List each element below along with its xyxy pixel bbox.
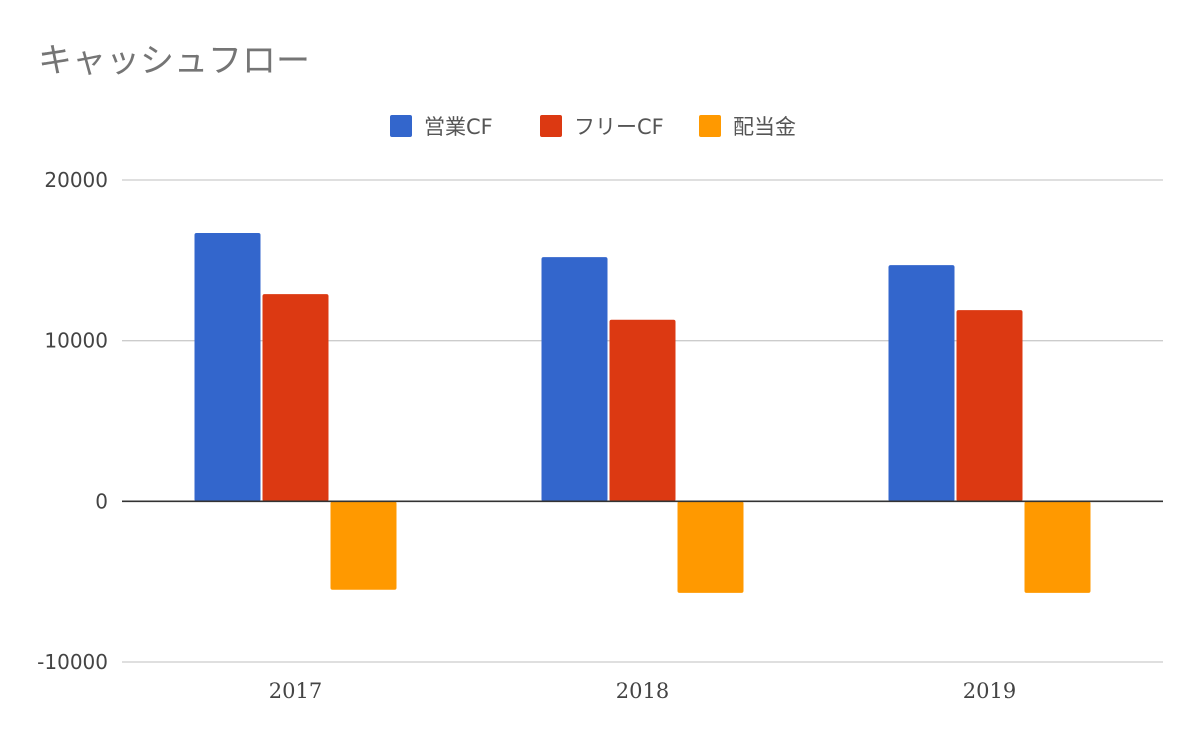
- legend-swatch: [390, 115, 412, 137]
- bars: [194, 233, 1091, 593]
- legend-label: フリーCF: [574, 115, 664, 139]
- y-tick-label: -10000: [37, 650, 108, 674]
- x-tick-label: 2018: [616, 679, 669, 703]
- legend: 営業CF フリーCF 配当金: [390, 115, 796, 139]
- legend-item[interactable]: フリーCF: [540, 115, 664, 139]
- y-tick-label: 20000: [44, 168, 108, 192]
- bar: [1024, 501, 1091, 593]
- legend-label: 営業CF: [424, 115, 493, 139]
- bar: [609, 319, 676, 502]
- bar: [330, 501, 397, 590]
- chart-title: キャッシュフロー: [38, 41, 310, 81]
- bar: [541, 257, 608, 502]
- legend-label: 配当金: [733, 115, 796, 139]
- bar: [956, 310, 1023, 502]
- legend-item[interactable]: 配当金: [699, 115, 796, 139]
- bar: [194, 233, 261, 502]
- x-axis: 2017 2018 2019: [269, 679, 1016, 703]
- legend-item[interactable]: 営業CF: [390, 115, 493, 139]
- legend-swatch: [540, 115, 562, 137]
- bar: [888, 265, 955, 502]
- bar: [677, 501, 744, 593]
- legend-swatch: [699, 115, 721, 137]
- bar: [262, 294, 329, 502]
- y-tick-label: 0: [95, 489, 108, 513]
- y-axis: 20000 10000 0 -10000: [37, 168, 108, 674]
- x-tick-label: 2019: [963, 679, 1016, 703]
- y-tick-label: 10000: [44, 329, 108, 353]
- x-tick-label: 2017: [269, 679, 322, 703]
